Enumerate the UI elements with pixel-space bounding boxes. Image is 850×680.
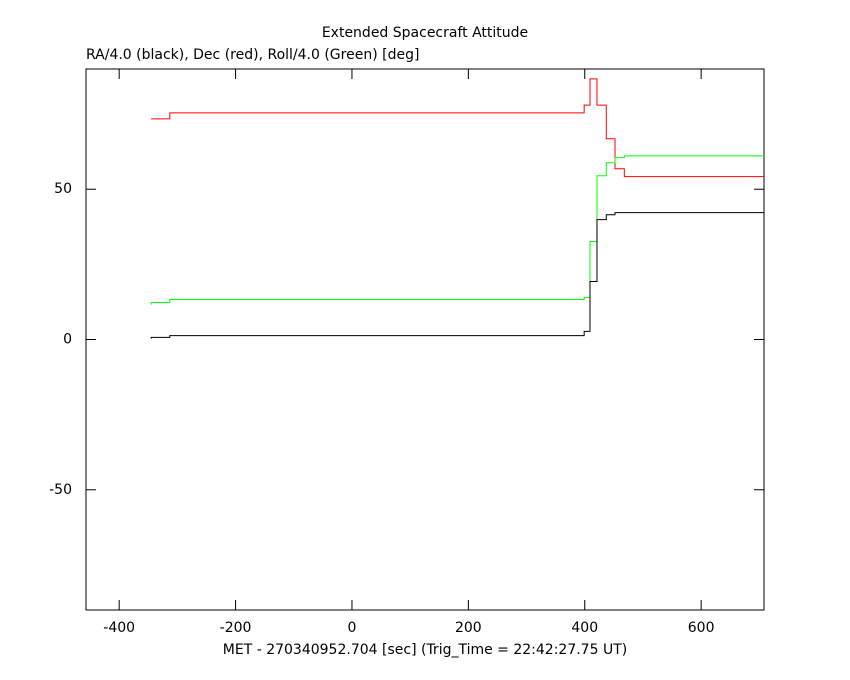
y-tick-label: -50 <box>49 482 72 498</box>
chart-subtitle: RA/4.0 (black), Dec (red), Roll/4.0 (Gre… <box>86 47 419 63</box>
x-axis-label: MET - 270340952.704 [sec] (Trig_Time = 2… <box>223 642 627 658</box>
x-tick-label: 200 <box>455 620 482 636</box>
x-tick-label: -200 <box>220 620 252 636</box>
y-tick-label: 0 <box>63 332 72 348</box>
x-tick-label: 0 <box>348 620 357 636</box>
x-tick-label: 400 <box>571 620 598 636</box>
series-line <box>151 78 764 178</box>
chart-title: Extended Spacecraft Attitude <box>322 25 528 41</box>
y-tick-label: 50 <box>54 181 72 197</box>
x-tick-label: -400 <box>103 620 135 636</box>
series-line <box>150 155 764 305</box>
series-line <box>150 212 764 339</box>
plot-frame <box>85 68 765 611</box>
x-tick-label: 600 <box>688 620 715 636</box>
